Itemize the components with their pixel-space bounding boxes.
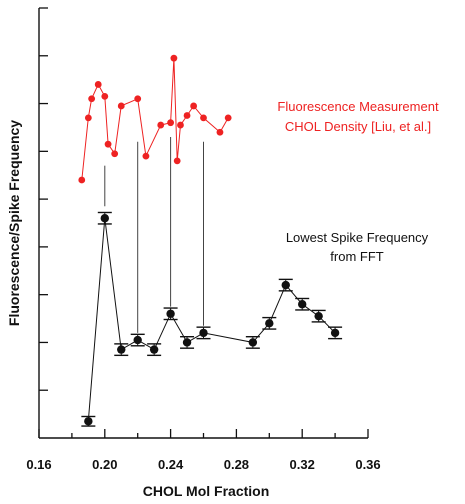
guide-lines — [104, 137, 204, 333]
x-tick-label: 0.36 — [355, 457, 380, 472]
data-point — [265, 319, 274, 328]
series-line — [87, 218, 336, 422]
y-axis-title: Fluorescence/Spike Frequency — [6, 120, 22, 326]
data-point — [199, 328, 208, 338]
series-1 — [81, 211, 343, 427]
data-point — [117, 345, 126, 354]
data-point — [190, 102, 198, 110]
x-axis-title: CHOL Mol Fraction — [143, 483, 270, 499]
x-tick-label: 0.16 — [26, 457, 51, 472]
data-point — [298, 300, 307, 309]
data-point — [157, 121, 165, 129]
data-point — [133, 335, 142, 345]
x-tick-label: 0.20 — [92, 457, 117, 472]
x-tick-label: 0.24 — [158, 457, 184, 472]
axes: 0.16 0.20 0.24 0.28 0.32 0.36 — [26, 7, 381, 472]
data-point — [117, 102, 125, 110]
data-point — [183, 112, 191, 119]
annotation-spike-line-1: Lowest Spike Frequency — [286, 230, 429, 245]
data-point — [149, 345, 159, 354]
data-point — [111, 150, 119, 158]
data-point — [142, 152, 150, 160]
data-point — [84, 114, 92, 122]
data-point — [166, 309, 175, 318]
series-layer — [78, 54, 343, 427]
data-point — [84, 417, 93, 426]
annotation-fluorescence-line-2: CHOL Density [Liu, et al.] — [285, 119, 431, 134]
data-point — [248, 338, 258, 347]
data-point — [167, 119, 175, 127]
data-point — [314, 311, 323, 321]
data-point — [177, 121, 184, 129]
data-point — [88, 95, 96, 103]
data-point — [281, 280, 290, 290]
x-tick-label: 0.28 — [224, 457, 249, 472]
data-point — [94, 81, 102, 88]
annotation-spike: Lowest Spike Frequency from FFT — [286, 230, 429, 264]
data-point — [104, 140, 112, 148]
data-point — [216, 128, 224, 136]
data-point — [330, 328, 340, 338]
data-point — [224, 114, 232, 122]
x-tick-label: 0.32 — [290, 457, 315, 472]
data-point — [173, 157, 181, 165]
annotation-fluorescence: Fluorescence Measurement CHOL Density [L… — [277, 99, 439, 134]
data-point — [182, 338, 192, 347]
data-point — [134, 95, 142, 103]
data-point — [100, 214, 110, 223]
data-point — [78, 176, 86, 184]
annotation-fluorescence-line-1: Fluorescence Measurement — [277, 99, 439, 114]
series-0 — [78, 54, 232, 184]
data-point — [170, 54, 178, 62]
data-point — [200, 114, 207, 122]
annotation-spike-line-2: from FFT — [330, 249, 383, 264]
data-point — [101, 92, 109, 100]
